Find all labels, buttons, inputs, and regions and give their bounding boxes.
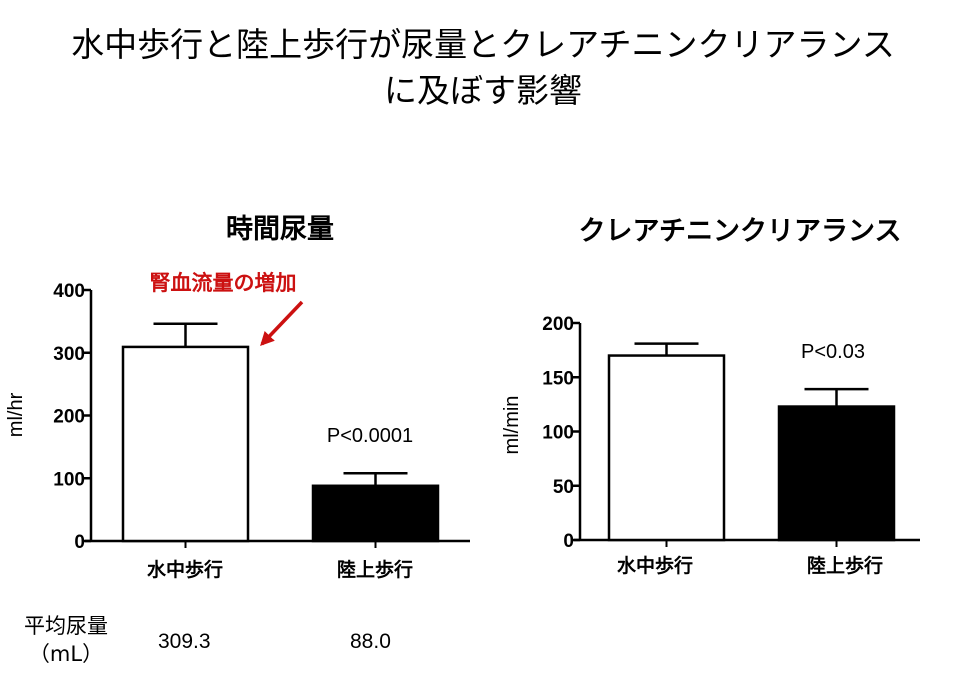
x-category-label: 陸上歩行 [807, 554, 883, 577]
footer-label: 平均尿量 （mL） [8, 612, 124, 668]
y-tick-label: 150 [542, 368, 574, 389]
main-title-line1: 水中歩行と陸上歩行が尿量とクレアチニンクリアランス [71, 25, 895, 64]
y-tick-label: 0 [74, 532, 85, 553]
y-tick-label: 200 [542, 314, 574, 335]
chart-title-urine-volume: 時間尿量 [226, 214, 334, 245]
annotation-arrow [260, 300, 304, 347]
footer-value-water: 309.3 [158, 630, 211, 653]
footer-label-line2: （mL） [28, 642, 104, 666]
annotation-renal-blood-flow: 腎血流量の増加 [150, 271, 297, 295]
y-tick-label: 200 [53, 407, 85, 428]
y-tick-label: 400 [53, 281, 85, 302]
y-tick-label: 100 [53, 469, 85, 490]
y-tick-label: 100 [542, 423, 574, 444]
footer-value-land: 88.0 [350, 630, 391, 653]
main-title: 水中歩行と陸上歩行が尿量とクレアチニンクリアランス に及ぼす影響 [0, 22, 966, 114]
footer-label-line1: 平均尿量 [24, 614, 108, 638]
bar-land-walking [777, 405, 896, 542]
chart-title-creatinine-clearance: クレアチニンクリアランス [578, 216, 902, 247]
y-tick-label: 0 [563, 531, 574, 552]
x-category-label: 水中歩行 [617, 554, 693, 577]
y-axis-label: ml/hr [5, 392, 27, 437]
p-value-label: P<0.03 [801, 341, 865, 363]
bar-water-walking [607, 354, 726, 542]
x-category-label: 陸上歩行 [337, 558, 413, 581]
p-value-label: P<0.0001 [327, 425, 413, 447]
bar-land-walking [311, 484, 440, 543]
main-title-line2: に及ぼす影響 [384, 71, 582, 110]
x-category-label: 水中歩行 [147, 558, 223, 581]
y-tick-label: 300 [53, 344, 85, 365]
y-tick-label: 50 [553, 477, 574, 498]
bar-water-walking [121, 345, 250, 543]
y-axis-label: ml/min [501, 396, 523, 455]
